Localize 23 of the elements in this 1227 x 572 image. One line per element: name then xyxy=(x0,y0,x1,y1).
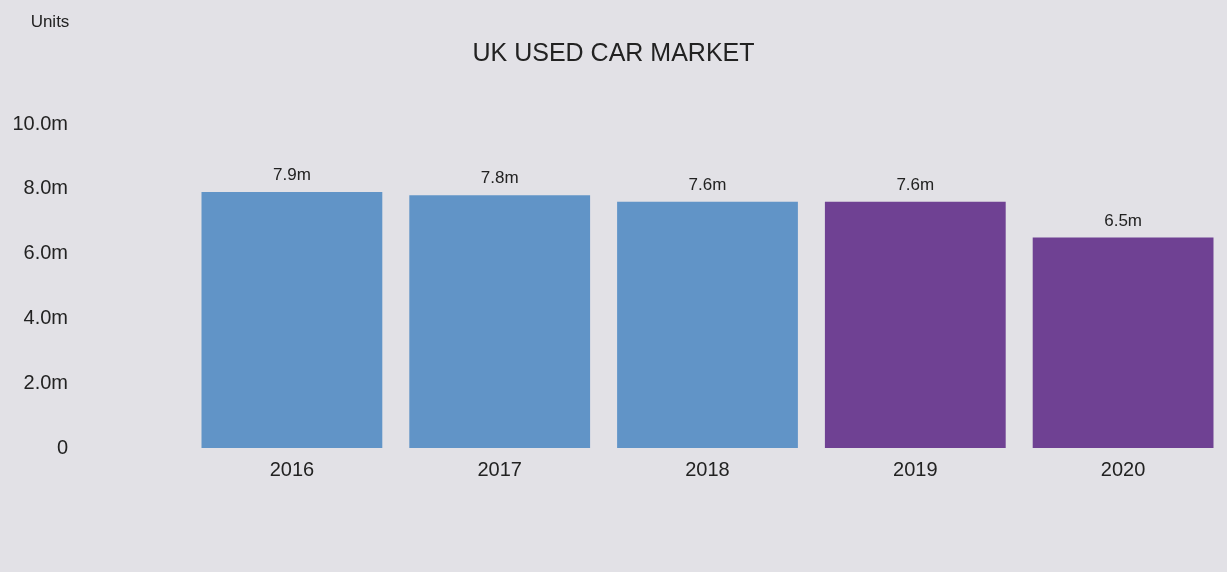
y-tick-label: 0 xyxy=(56,435,68,458)
bar xyxy=(201,192,383,448)
chart-title: UK USED CAR MARKET xyxy=(472,37,755,66)
x-tick-label: 2020 xyxy=(1100,457,1146,480)
data-label: 7.6m xyxy=(688,174,727,194)
y-tick-label: 4.0m xyxy=(23,305,68,328)
y-tick-label: 6.0m xyxy=(23,241,68,264)
y-tick-label: 10.0m xyxy=(12,111,68,134)
x-tick-label: 2019 xyxy=(893,457,938,480)
bar xyxy=(824,201,1006,448)
x-tick-label: 2018 xyxy=(685,457,730,480)
bar xyxy=(617,201,798,448)
bar xyxy=(409,195,591,448)
data-label: 6.5m xyxy=(1104,210,1142,230)
x-tick-label: 2017 xyxy=(477,457,522,480)
data-label: 7.8m xyxy=(480,168,519,188)
y-tick-label: 2.0m xyxy=(23,370,68,393)
data-label: 7.9m xyxy=(273,165,311,185)
y-axis-title: Units xyxy=(30,12,70,32)
y-tick-label: 8.0m xyxy=(23,176,68,199)
data-label: 7.6m xyxy=(896,174,935,194)
x-tick-label: 2016 xyxy=(269,457,315,480)
bar xyxy=(1032,237,1214,448)
